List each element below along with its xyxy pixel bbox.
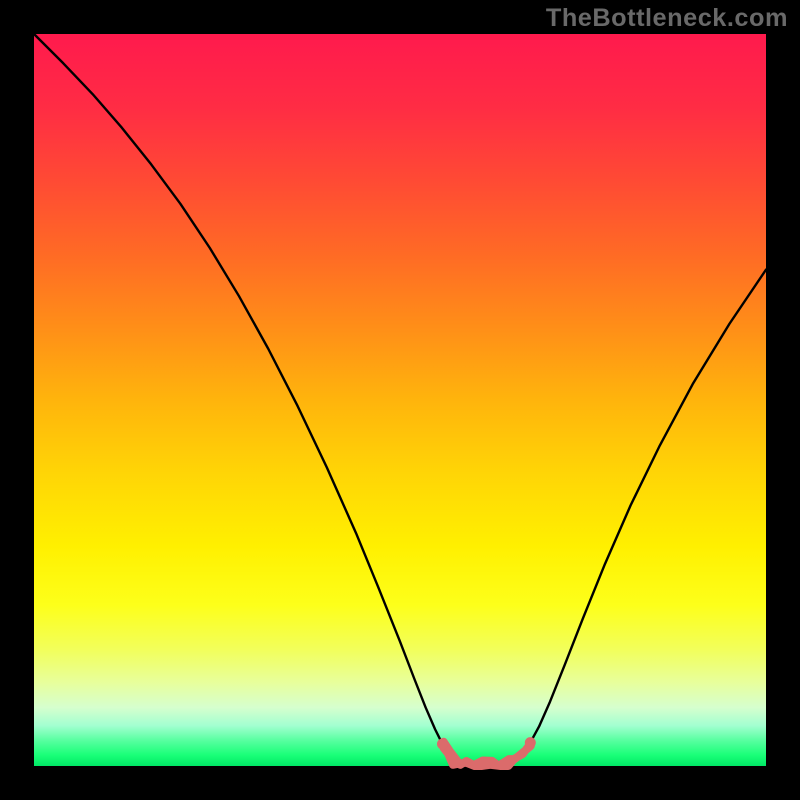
watermark-text: TheBottleneck.com — [546, 4, 788, 33]
bottleneck-chart — [0, 0, 800, 800]
valley-dot-right — [525, 737, 536, 748]
plot-area — [34, 34, 766, 766]
valley-dot-left — [437, 739, 448, 750]
chart-stage: TheBottleneck.com — [0, 0, 800, 800]
